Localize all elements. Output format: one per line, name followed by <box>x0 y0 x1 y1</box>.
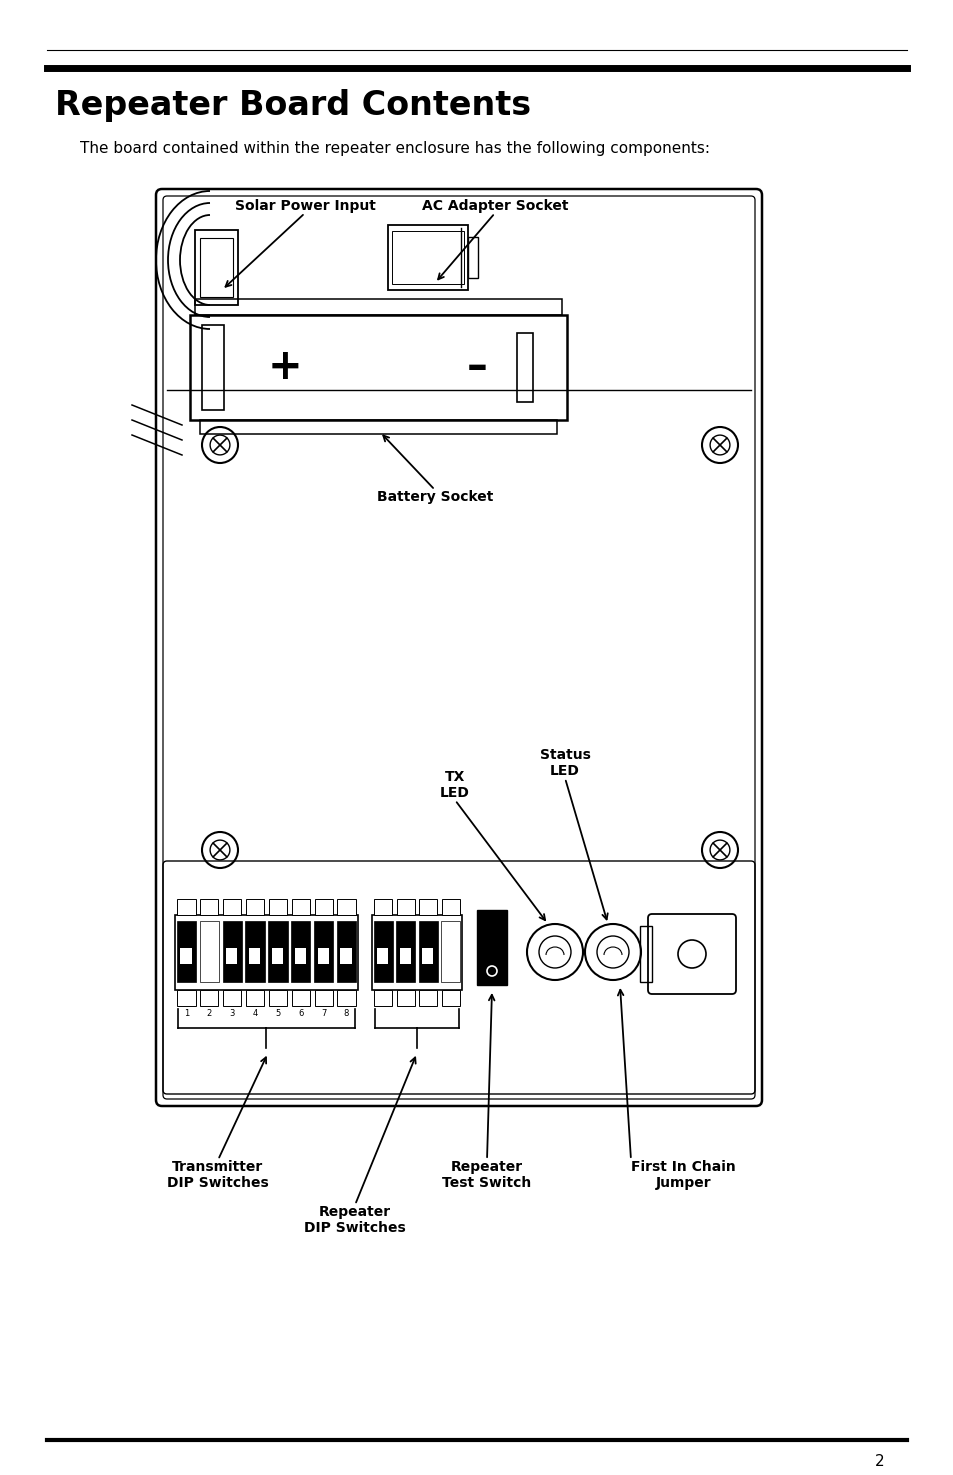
Text: 7: 7 <box>320 1009 326 1019</box>
Bar <box>639 926 651 982</box>
Bar <box>395 920 415 982</box>
Bar <box>374 990 392 1006</box>
Bar <box>441 920 459 982</box>
Text: –: – <box>466 347 487 388</box>
Bar <box>269 990 287 1006</box>
Bar <box>294 948 306 963</box>
Bar <box>314 898 333 914</box>
Bar <box>337 990 355 1006</box>
Bar <box>222 920 241 982</box>
Bar <box>174 914 357 990</box>
Bar <box>392 232 463 285</box>
Bar <box>388 226 468 291</box>
Text: 6: 6 <box>297 1009 303 1019</box>
Bar <box>396 898 415 914</box>
Bar <box>200 898 218 914</box>
Bar <box>176 920 195 982</box>
Bar <box>200 990 218 1006</box>
Text: 2: 2 <box>207 1009 212 1019</box>
Bar <box>200 237 233 296</box>
Bar <box>314 990 333 1006</box>
Text: Status
LED: Status LED <box>539 748 590 777</box>
Bar <box>291 920 310 982</box>
Text: 2: 2 <box>874 1454 883 1469</box>
Bar <box>314 920 333 982</box>
Bar <box>249 948 260 963</box>
Bar <box>336 920 355 982</box>
Text: Transmitter
DIP Switches: Transmitter DIP Switches <box>167 1159 269 1190</box>
Bar <box>517 333 533 403</box>
Bar <box>374 920 393 982</box>
Text: AC Adapter Socket: AC Adapter Socket <box>421 199 568 212</box>
Bar <box>200 420 557 434</box>
Bar <box>317 948 329 963</box>
Bar <box>245 920 264 982</box>
Text: +: + <box>268 347 302 388</box>
Text: 4: 4 <box>253 1009 257 1019</box>
Bar <box>399 948 411 963</box>
Bar <box>476 910 506 985</box>
Bar <box>441 898 459 914</box>
Text: Repeater
Test Switch: Repeater Test Switch <box>442 1159 531 1190</box>
Bar <box>180 948 192 963</box>
Bar <box>246 898 264 914</box>
Bar <box>376 948 388 963</box>
Bar <box>177 898 195 914</box>
Text: First In Chain
Jumper: First In Chain Jumper <box>630 1159 735 1190</box>
Bar <box>468 237 477 277</box>
Bar <box>340 948 352 963</box>
Bar <box>372 914 461 990</box>
Bar <box>177 990 195 1006</box>
Bar <box>272 948 283 963</box>
Text: Battery Socket: Battery Socket <box>376 490 493 504</box>
Text: 8: 8 <box>343 1009 349 1019</box>
Bar <box>269 898 287 914</box>
Bar <box>418 898 436 914</box>
Bar <box>268 920 287 982</box>
Bar <box>396 990 415 1006</box>
Bar <box>194 230 237 305</box>
Bar <box>199 920 218 982</box>
Text: TX
LED: TX LED <box>439 770 470 799</box>
Bar <box>194 299 561 316</box>
Text: Solar Power Input: Solar Power Input <box>234 199 375 212</box>
Text: The board contained within the repeater enclosure has the following components:: The board contained within the repeater … <box>80 140 709 155</box>
Bar <box>292 898 310 914</box>
Bar <box>226 948 237 963</box>
Bar <box>202 324 224 410</box>
Bar <box>337 898 355 914</box>
Bar <box>374 898 392 914</box>
Bar <box>292 990 310 1006</box>
Text: Repeater
DIP Switches: Repeater DIP Switches <box>304 1205 405 1235</box>
Bar <box>223 990 241 1006</box>
Text: 3: 3 <box>230 1009 234 1019</box>
Bar <box>422 948 433 963</box>
Bar <box>223 898 241 914</box>
Text: 5: 5 <box>275 1009 280 1019</box>
Bar <box>418 990 436 1006</box>
Text: Repeater Board Contents: Repeater Board Contents <box>55 88 531 121</box>
Bar <box>418 920 437 982</box>
Text: 1: 1 <box>184 1009 189 1019</box>
Bar <box>190 316 566 420</box>
Bar <box>441 990 459 1006</box>
Bar <box>246 990 264 1006</box>
